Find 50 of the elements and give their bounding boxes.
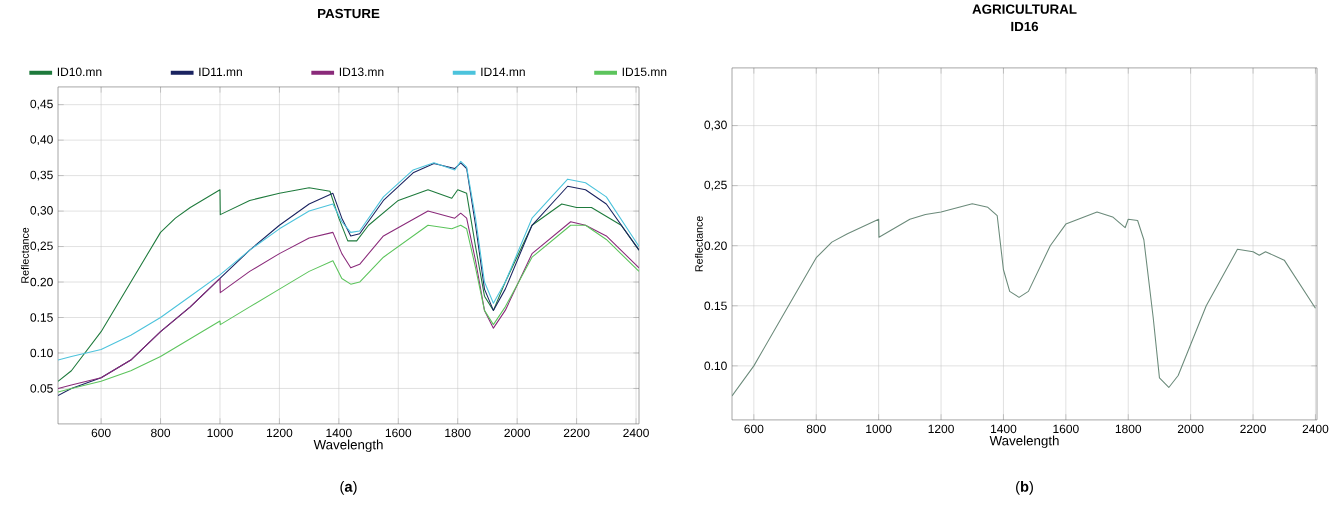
y-axis-title: Reflectance [20, 227, 29, 283]
x-tick-label: 1000 [207, 428, 233, 438]
y-tick-label: 0.10 [704, 361, 727, 371]
y-tick-label: 0,30 [30, 206, 53, 217]
y-axis-title: Reflectance [694, 216, 703, 272]
x-tick-label: 1400 [991, 424, 1017, 434]
y-tick-label: 0,30 [704, 120, 727, 131]
legend-label: ID10.mn [57, 67, 102, 77]
x-tick-label: 1200 [266, 428, 293, 438]
x-tick-label: 800 [806, 424, 826, 434]
y-tick-label: 0,40 [30, 135, 53, 146]
chart-subtitle: ID16 [1011, 21, 1039, 32]
x-tick-label: 1800 [445, 428, 471, 438]
y-tick-label: 0.15 [30, 313, 53, 322]
x-axis-title: Wavelength [313, 439, 383, 453]
x-tick-label: 600 [744, 424, 764, 434]
x-tick-label: 2200 [563, 428, 590, 438]
x-tick-label: 2000 [504, 428, 531, 438]
x-tick-label: 600 [91, 428, 111, 438]
y-tick-label: 0,25 [704, 180, 727, 191]
y-tick-label: 0.10 [30, 348, 53, 358]
y-tick-label: 0,45 [30, 99, 53, 110]
y-tick-label: 0.15 [704, 301, 727, 311]
x-tick-label: 1600 [385, 428, 412, 438]
x-tick-label: 2200 [1240, 424, 1266, 434]
x-tick-label: 800 [151, 428, 171, 438]
x-axis-title: Wavelength [989, 435, 1059, 449]
x-tick-label: 1000 [866, 424, 892, 434]
legend-label: ID13.mn [339, 67, 384, 77]
y-tick-label: 0,25 [30, 241, 53, 252]
y-tick-label: 0,35 [30, 170, 53, 181]
legend-label: ID11.mn [199, 67, 242, 76]
text: (a) [340, 481, 357, 495]
text: (b) [1016, 481, 1033, 495]
x-tick-label: 2400 [623, 428, 649, 438]
x-tick-label: 2400 [1302, 424, 1329, 434]
legend-label: ID14.mn [481, 67, 525, 76]
legend-label: ID15.mn [622, 67, 667, 77]
chart-title: PASTURE [318, 8, 380, 19]
x-tick-label: 2000 [1177, 424, 1204, 434]
x-tick-label: 1800 [1115, 424, 1142, 434]
x-tick-label: 1400 [326, 428, 352, 438]
line-series [732, 203, 1316, 397]
y-tick-label: 0.05 [30, 384, 53, 393]
x-tick-label: 1600 [1053, 424, 1079, 434]
line-series [58, 160, 640, 361]
y-tick-label: 0.20 [30, 277, 53, 287]
x-tick-label: 1200 [928, 424, 954, 434]
chart-title: AGRICULTURAL [972, 4, 1077, 14]
y-tick-label: 0.20 [704, 241, 727, 251]
